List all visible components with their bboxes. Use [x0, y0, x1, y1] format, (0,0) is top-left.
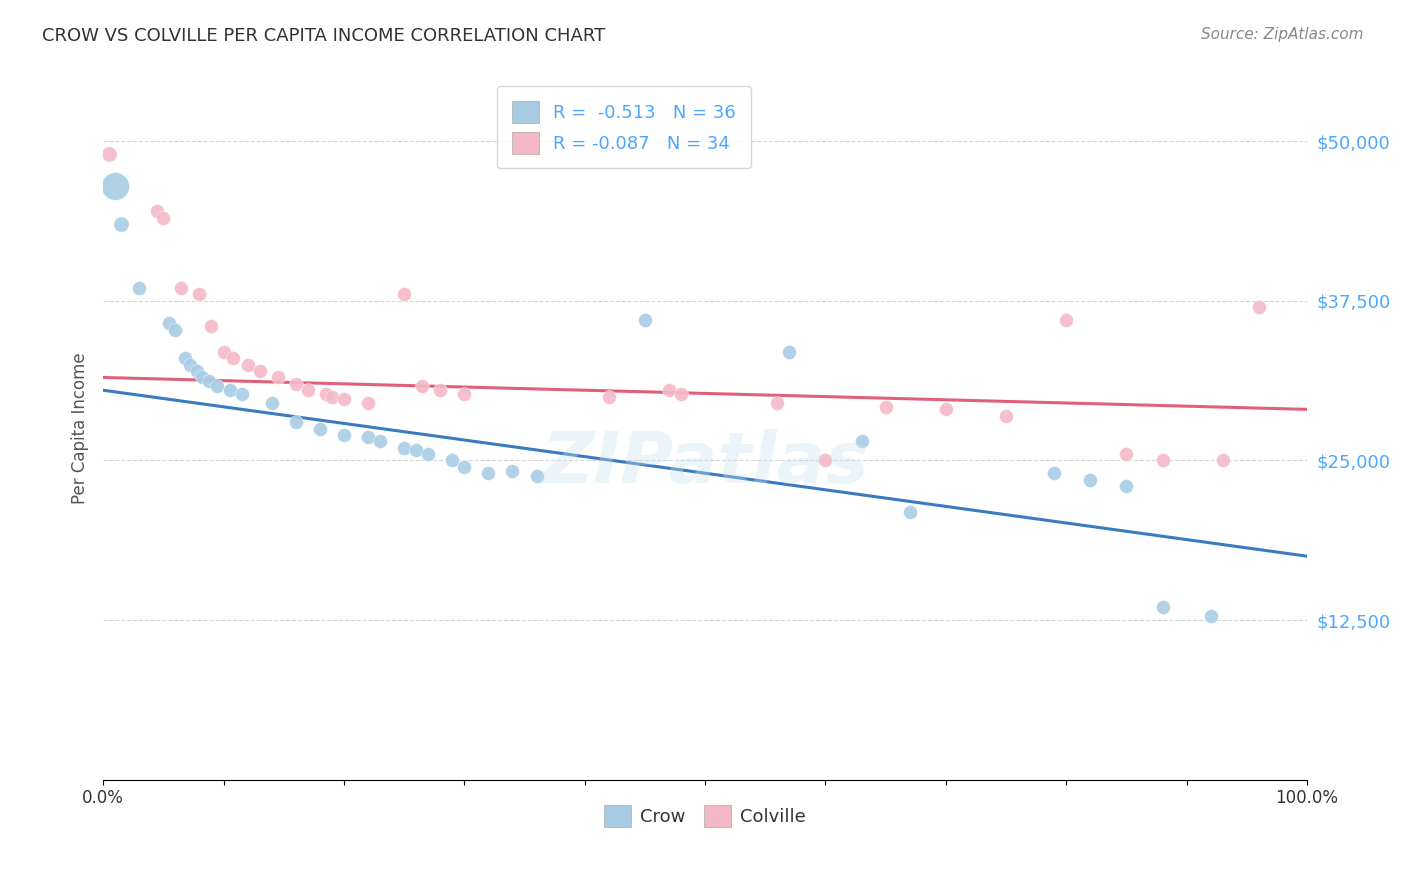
Point [766, 396, 789, 410]
Point [898, 504, 921, 518]
Point [875, 400, 897, 414]
Point [98, 147, 121, 161]
Point [526, 468, 548, 483]
Point [814, 453, 837, 467]
Point [1115, 479, 1137, 493]
Point [157, 316, 180, 330]
Point [188, 287, 211, 301]
Text: CROW VS COLVILLE PER CAPITA INCOME CORRELATION CHART: CROW VS COLVILLE PER CAPITA INCOME CORRE… [42, 27, 606, 45]
Y-axis label: Per Capita Income: Per Capita Income [72, 352, 89, 504]
Point [1054, 313, 1077, 327]
Point [110, 217, 132, 231]
Point [405, 443, 427, 458]
Legend: Crow, Colville: Crow, Colville [598, 797, 813, 834]
Point [1247, 300, 1270, 314]
Point [104, 178, 127, 193]
Point [1152, 453, 1174, 467]
Point [333, 428, 356, 442]
Point [634, 313, 657, 327]
Point [453, 459, 475, 474]
Point [1078, 473, 1101, 487]
Point [186, 364, 208, 378]
Point [297, 383, 319, 397]
Point [453, 387, 475, 401]
Point [1043, 467, 1066, 481]
Point [477, 467, 499, 481]
Point [146, 204, 169, 219]
Point [658, 383, 681, 397]
Text: Source: ZipAtlas.com: Source: ZipAtlas.com [1201, 27, 1364, 42]
Point [669, 387, 692, 401]
Point [222, 351, 245, 366]
Point [1199, 609, 1222, 624]
Point [392, 287, 415, 301]
Point [236, 358, 259, 372]
Point [308, 421, 330, 435]
Point [249, 364, 271, 378]
Point [174, 351, 197, 366]
Point [357, 396, 380, 410]
Point [411, 379, 433, 393]
Point [207, 379, 229, 393]
Point [198, 374, 221, 388]
Point [392, 441, 415, 455]
Point [212, 345, 235, 359]
Point [179, 358, 201, 372]
Point [260, 396, 283, 410]
Point [191, 370, 214, 384]
Point [200, 319, 222, 334]
Point [333, 392, 356, 406]
Point [441, 453, 464, 467]
Point [267, 370, 290, 384]
Point [851, 434, 873, 449]
Point [1115, 447, 1137, 461]
Point [165, 323, 187, 337]
Point [995, 409, 1018, 423]
Point [501, 464, 523, 478]
Point [598, 390, 620, 404]
Point [1212, 453, 1234, 467]
Point [429, 383, 451, 397]
Point [418, 447, 440, 461]
Point [284, 415, 307, 429]
Point [218, 383, 240, 397]
Point [368, 434, 391, 449]
Point [128, 281, 150, 295]
Text: ZIPatlas: ZIPatlas [541, 429, 869, 498]
Point [231, 387, 253, 401]
Point [321, 390, 343, 404]
Point [170, 281, 193, 295]
Point [284, 376, 307, 391]
Point [152, 211, 174, 225]
Point [1152, 600, 1174, 615]
Point [935, 402, 957, 417]
Point [778, 345, 800, 359]
Point [315, 387, 337, 401]
Point [357, 430, 380, 444]
